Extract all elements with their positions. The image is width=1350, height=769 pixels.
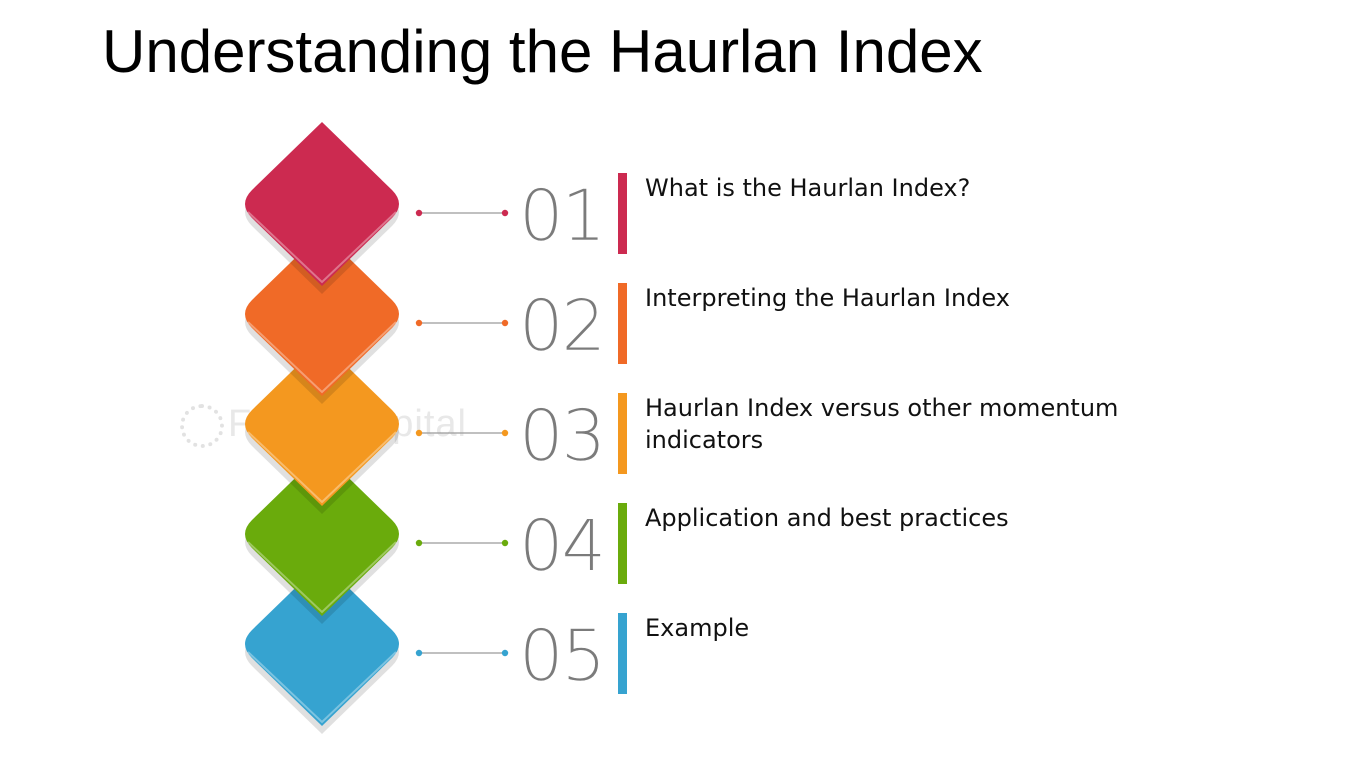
accent-bar-03	[618, 393, 627, 474]
accent-bar-05	[618, 613, 627, 694]
connector-dot	[501, 319, 509, 327]
connector-dot	[415, 429, 423, 437]
step-label: Application and best practices	[645, 504, 1009, 532]
step-number: 02	[519, 285, 607, 367]
diamond-highlight	[247, 651, 397, 724]
gear-icon	[180, 403, 224, 448]
step-label: Example	[645, 614, 750, 642]
step-label: Haurlan Index versus other momentum indi…	[645, 394, 1119, 454]
connector-dot	[501, 649, 509, 657]
diamond-highlight	[247, 541, 397, 614]
step-label: What is the Haurlan Index?	[645, 174, 971, 202]
accent-bar-02	[618, 283, 627, 364]
connector-dot	[501, 539, 509, 547]
diamond-highlight	[247, 321, 397, 394]
accent-bar-01	[618, 173, 627, 254]
diamond-04	[245, 452, 399, 616]
diamond-02	[245, 232, 399, 396]
accent-bar-04	[618, 503, 627, 584]
step-number: 05	[519, 615, 607, 697]
diamond-05	[245, 562, 399, 726]
diamond-highlight	[247, 211, 397, 284]
step-number: 01	[519, 175, 607, 257]
diamond-01	[245, 122, 399, 286]
connector-dot	[415, 649, 423, 657]
connector-dot	[415, 209, 423, 217]
page-title: Understanding the Haurlan Index	[102, 18, 983, 85]
diamond-highlight	[247, 431, 397, 504]
connector-dot	[415, 319, 423, 327]
connector-dot	[501, 429, 509, 437]
step-number: 03	[519, 395, 607, 477]
connector-dot	[415, 539, 423, 547]
step-number: 04	[519, 505, 607, 587]
step-label: Interpreting the Haurlan Index	[645, 284, 1010, 312]
connector-dot	[501, 209, 509, 217]
diamond-03	[245, 342, 399, 506]
